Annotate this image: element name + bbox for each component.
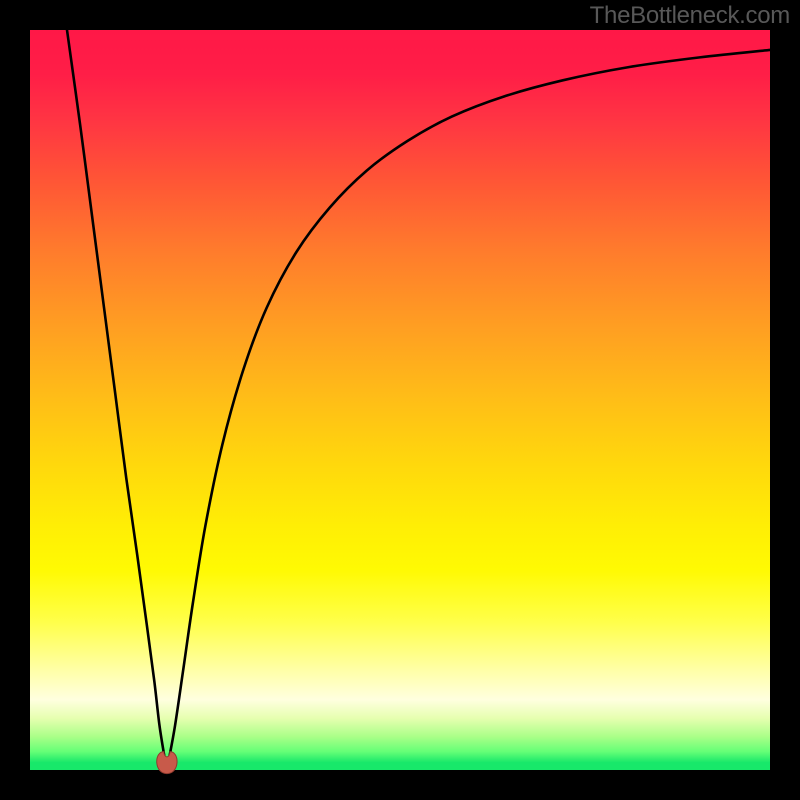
bottleneck-chart	[0, 0, 800, 800]
watermark-text: TheBottleneck.com	[590, 2, 790, 30]
plot-background	[30, 30, 770, 770]
chart-container: TheBottleneck.com	[0, 0, 800, 800]
